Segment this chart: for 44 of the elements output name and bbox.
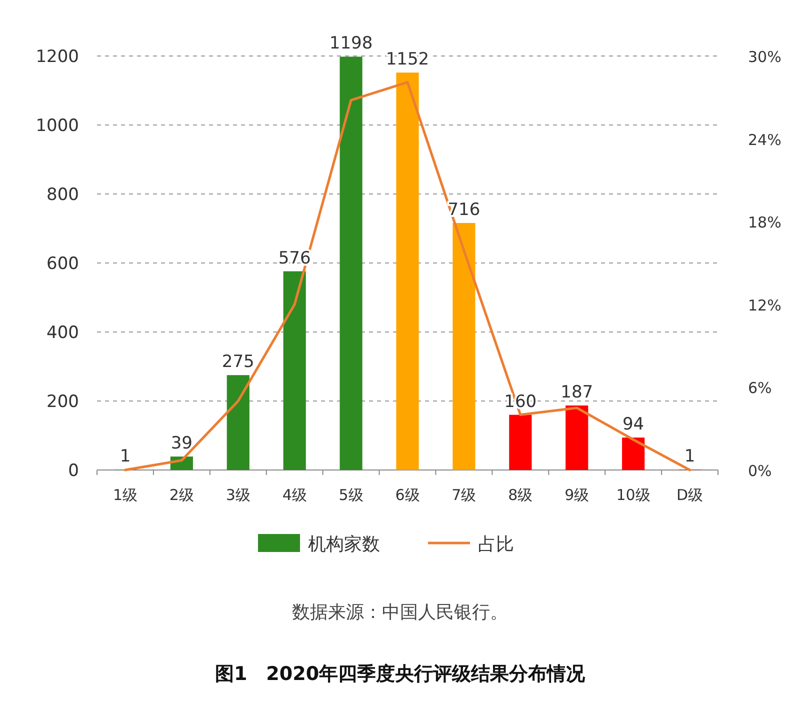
legend-label: 机构家数 (308, 534, 380, 555)
bar (340, 56, 362, 470)
bar (396, 72, 419, 470)
bar (452, 222, 476, 470)
data-label: 1152 (386, 50, 430, 70)
data-label: 187 (560, 382, 594, 402)
y-tick-label: 400 (46, 323, 79, 343)
y-tick-label: 800 (46, 185, 79, 205)
y-tick-label: 600 (46, 254, 79, 274)
data-label: 1198 (329, 34, 373, 54)
y2-tick-label: 0% (748, 462, 772, 480)
x-tick-label: 5级 (338, 486, 364, 504)
x-tick-label: 7级 (452, 486, 476, 504)
x-tick-label: 9级 (564, 486, 590, 504)
data-label: 1 (120, 446, 131, 467)
y-tick-label: 0 (68, 461, 79, 481)
text: 图1 2020年四季度央行评级结果分布情况 (214, 663, 586, 685)
y2-tick-label: 18% (748, 214, 782, 232)
legend-label: 占比 (478, 534, 514, 555)
bar (283, 271, 306, 470)
x-tick-label: 8级 (508, 486, 533, 504)
y2-tick-label: 6% (748, 379, 772, 398)
source-note: 数据来源：中国人民银行。 (292, 602, 508, 623)
bar (226, 375, 250, 470)
x-tick-label: 2级 (169, 486, 194, 504)
x-tick-label: 1级 (112, 486, 138, 504)
y2-tick-label: 30% (748, 48, 782, 66)
x-tick-label: D级 (676, 486, 704, 504)
x-tick-label: 10级 (616, 486, 650, 504)
y-tick-label: 200 (46, 392, 79, 412)
x-tick-label: 4级 (282, 486, 307, 504)
y-tick-label: 1200 (36, 47, 79, 67)
bar (566, 405, 588, 470)
data-label: 1 (684, 446, 696, 467)
data-label: 39 (170, 434, 192, 454)
x-tick-label: 3级 (226, 486, 250, 504)
bar (622, 438, 645, 470)
bar (509, 414, 532, 470)
data-label: 275 (222, 352, 254, 372)
y-tick-label: 1000 (36, 116, 79, 136)
x-tick-label: 6级 (395, 486, 420, 504)
y2-tick-label: 24% (748, 130, 782, 149)
data-label: 94 (622, 414, 644, 435)
y2-tick-label: 12% (748, 296, 782, 314)
